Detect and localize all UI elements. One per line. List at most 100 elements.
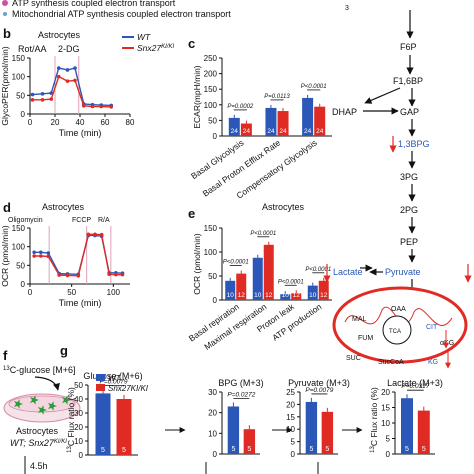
b-ytick-label-2: 100: [12, 73, 26, 82]
g2-ytick-label-2: 20: [208, 409, 217, 418]
e-n-1-1: 12: [265, 292, 273, 299]
g4-ytick-label-4: 20: [381, 388, 390, 397]
metabolite-kg: KG: [428, 359, 438, 366]
g2-ytick-label-1: 10: [208, 429, 217, 438]
g4-bar-1: [417, 410, 430, 454]
panel-f-genotype-base: WT; Snx27: [10, 438, 55, 448]
c-n-0-0: 24: [231, 128, 239, 135]
metabolite-mal: MAL: [352, 316, 367, 323]
astrocyte-cell-2: [47, 401, 57, 411]
b-series-1-point-3: [56, 74, 61, 79]
e-n-1-2: 12: [293, 292, 301, 299]
d-ytick-label-3: 150: [12, 224, 26, 233]
g1-ytick-label-5: 50: [74, 381, 83, 390]
b-series-1-point-4: [65, 79, 70, 83]
c-n-0-2: 24: [304, 128, 312, 135]
e-n-1-0: 12: [238, 292, 246, 299]
legend-ko-label: Snx27KI/KI: [137, 43, 174, 53]
metabolite-gap: GAP: [400, 107, 419, 117]
g4-annotation: P=0.0317: [401, 383, 429, 390]
g3-ytick-label-3: 15: [286, 413, 295, 422]
c-ytick-label-3: 150: [204, 85, 218, 94]
g4-title: Lactate (M+3): [387, 378, 443, 388]
metabolite-bpg: 1,3BPG: [398, 139, 430, 149]
c-n-1-1: 24: [279, 128, 287, 135]
metabolite-suc: SUC: [346, 355, 361, 362]
e-annotation-1: P<0.0001: [250, 231, 276, 237]
metabolite-2pg: 2PG: [400, 205, 418, 215]
b-series-1-line: [32, 75, 112, 108]
panel-f-letter: f: [3, 348, 8, 363]
metabolite-dhap: DHAP: [332, 107, 357, 117]
panel-g-letter: g: [60, 343, 68, 358]
c-annotation-0: P=0.0002: [227, 104, 254, 110]
metabolite-f6p: F6P: [400, 42, 417, 52]
g3-bar-1: [321, 411, 334, 454]
g1-bar-1: [116, 399, 132, 455]
g1-bar-0: [95, 393, 111, 455]
g1-ytick-label-1: 10: [74, 437, 83, 446]
c-n-1-0: 24: [243, 128, 251, 135]
top-legend-label-1: ATP synthesis coupled electron transport: [12, 0, 176, 8]
d-xtick-label-2: 100: [107, 288, 121, 297]
d-series-1-point-1: [39, 254, 43, 258]
g1-annotation: P=0.0079: [99, 378, 127, 385]
g1-ytick-label-3: 30: [74, 409, 83, 418]
g-ylabel: 13C Flux ratio (%): [66, 387, 76, 453]
g-legend-wt-swatch: [96, 374, 105, 381]
panel-d-letter: d: [3, 200, 11, 215]
panel-f-tracer-sup: 13: [3, 366, 10, 372]
b-series-1-point-8: [99, 104, 104, 109]
d-series-1-point-4: [65, 273, 70, 278]
g4-ytick-label-0: 0: [386, 450, 391, 459]
glycolysis-pathway: F6P F1,6BP DHAP GAP 1,3BPG 3PG 2PG PEP P…: [323, 10, 472, 369]
g3-annotation: P=0.0079: [305, 387, 333, 394]
d-series-1-point-9: [107, 272, 111, 277]
b-xtick-label-2: 40: [76, 118, 85, 127]
astrocyte-cell-4: [37, 405, 47, 415]
g4-ylabel: 13C Flux ratio (%): [369, 387, 379, 453]
g1-n-0: 5: [101, 447, 105, 454]
c-ytick-label-2: 100: [204, 101, 218, 110]
e-bar-0-1: [252, 257, 263, 300]
d-series-1-point-3: [57, 273, 61, 277]
e-bar-0-3: [307, 285, 318, 300]
b-xtick-label-0: 0: [28, 118, 33, 127]
astrocyte-cell-0: [13, 399, 23, 409]
d-series-0-point-2: [46, 251, 51, 255]
d-xtick-label-0: 0: [28, 288, 33, 297]
g2-n-1: 5: [247, 446, 251, 453]
metabolite-fum: FUM: [358, 335, 373, 342]
g3-ytick-label-0: 0: [291, 450, 296, 459]
g3-n-1: 5: [325, 446, 329, 453]
c-n-1-2: 24: [316, 128, 324, 135]
g3-ytick-label-5: 25: [286, 388, 295, 397]
metabolite-akg: αKG: [440, 340, 454, 347]
c-n-0-1: 24: [267, 128, 275, 135]
g4-ylabel-sup: 13: [370, 446, 376, 453]
metabolite-pyruvate: Pyruvate: [385, 267, 421, 277]
g1-ytick-label-0: 0: [79, 451, 84, 460]
d-series-1-point-11: [120, 272, 125, 277]
b-series-1-point-6: [81, 103, 86, 108]
metabolite-lactate: Lactate: [333, 267, 363, 277]
g1-ytick-label-2: 20: [74, 423, 83, 432]
b-xlabel: Time (min): [59, 128, 102, 138]
d-series-1-point-2: [46, 254, 51, 259]
panel-d-treatment-3: R/A: [98, 217, 110, 224]
e-annotation-2: P<0.0001: [278, 279, 304, 285]
b-ylabel: GlycoPER(pmol/min): [0, 46, 10, 126]
e-ytick-label-1: 50: [208, 272, 217, 281]
e-ytick-label-3: 150: [204, 224, 218, 233]
panel-f-genotype-sup: KI/KI: [54, 439, 67, 445]
g2-bar-0: [227, 406, 240, 454]
d-series-1-point-7: [93, 232, 97, 237]
top-legend-label-2: Mitochondrial ATP synthesis coupled elec…: [12, 9, 231, 19]
legend-ko-label-base: Snx27: [137, 43, 161, 53]
tca-cycle: [382, 315, 412, 345]
e-bar-1-2: [291, 293, 302, 300]
c-annotation-1: P=0.0113: [264, 94, 290, 100]
